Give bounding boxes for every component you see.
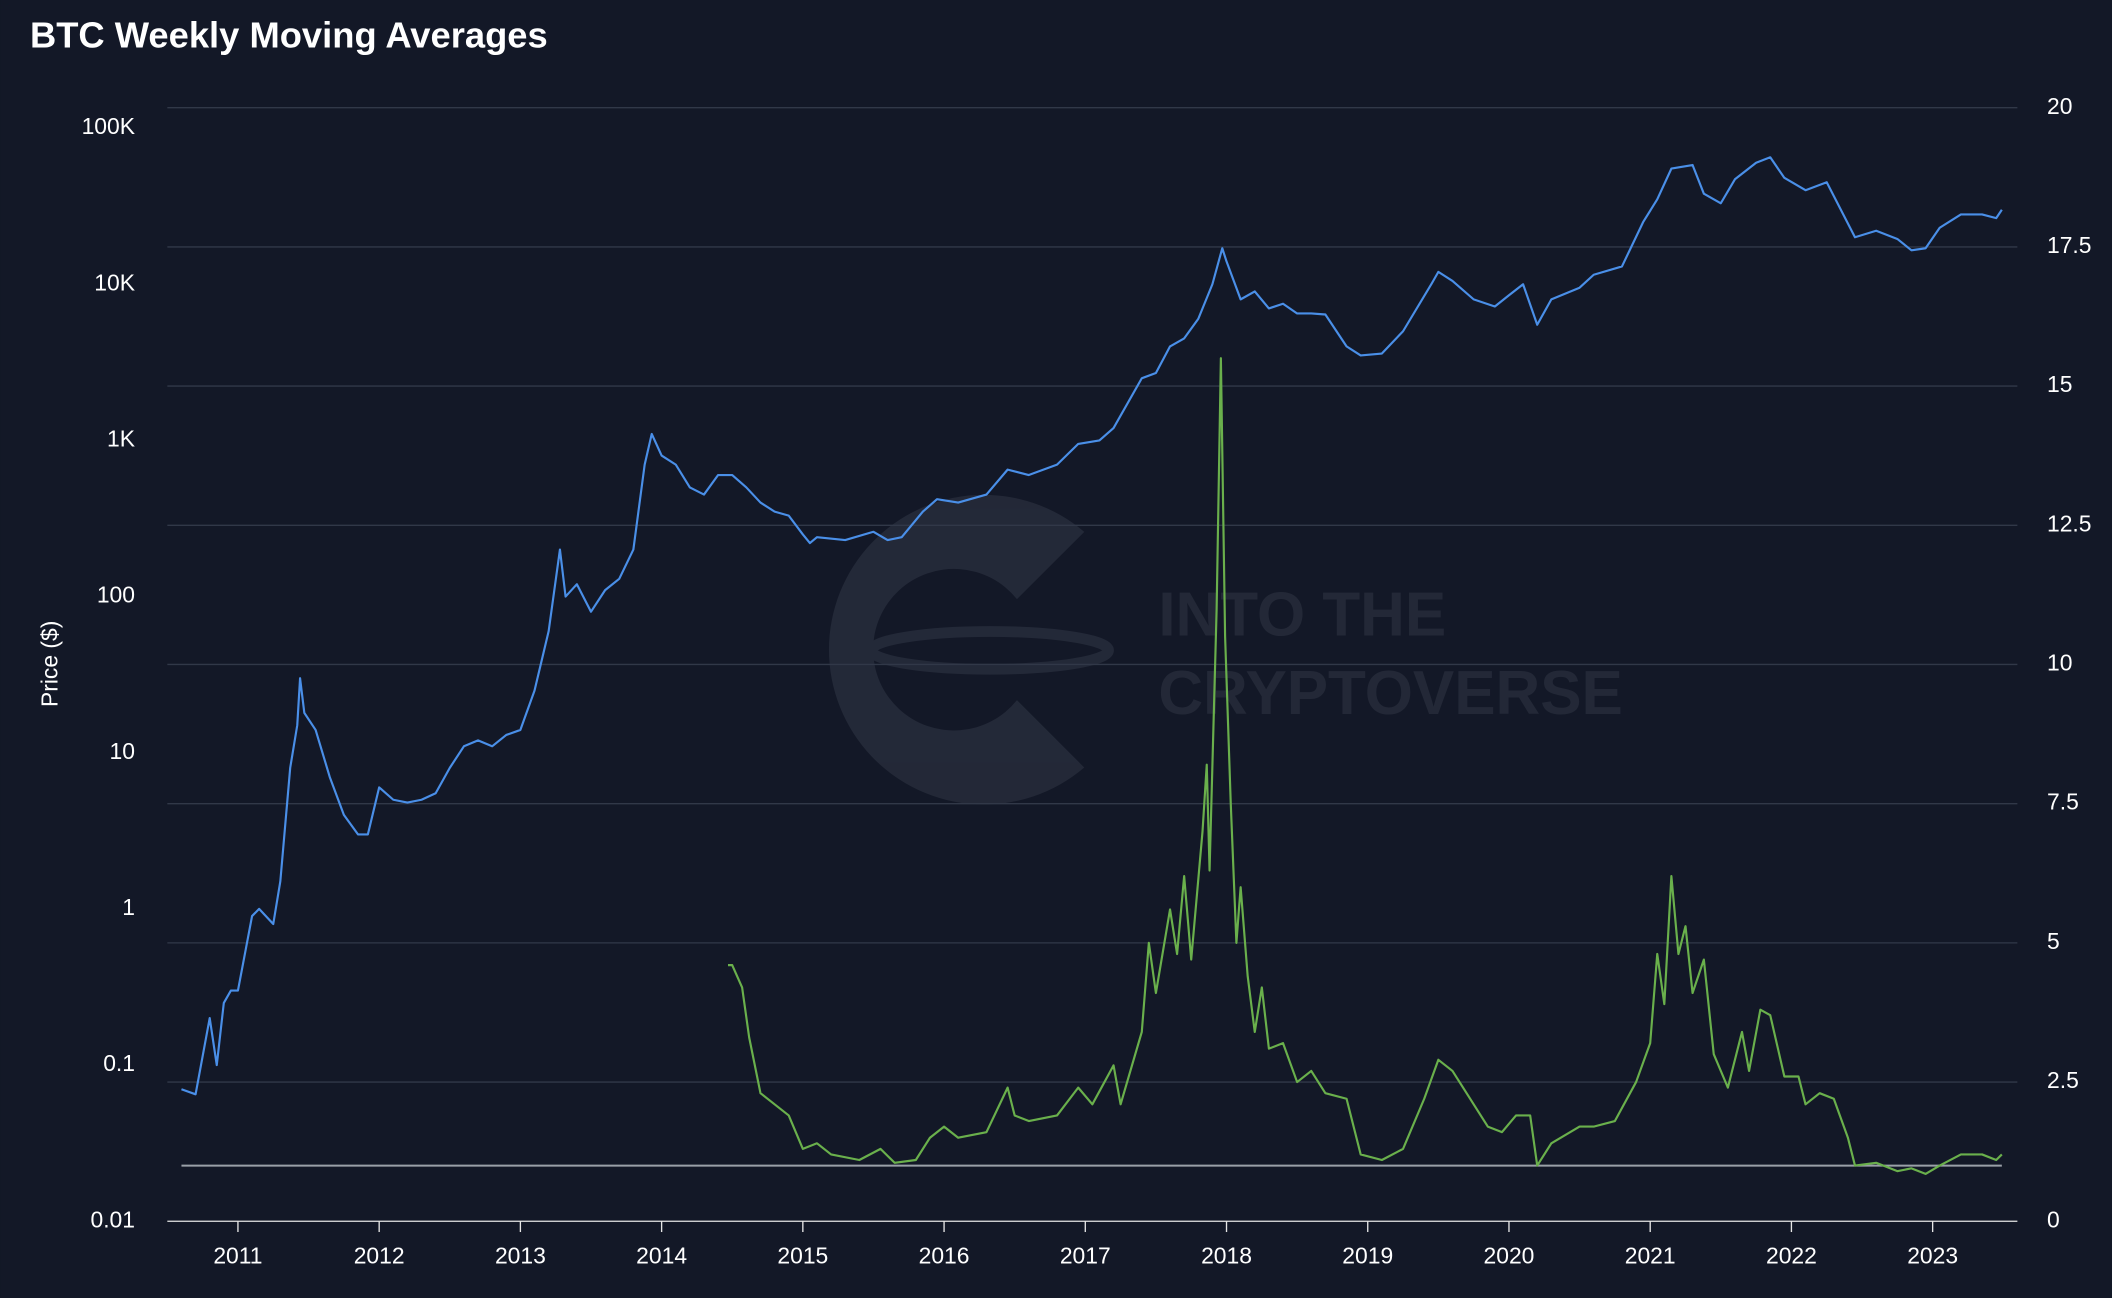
y-tick-label: 100K (82, 113, 135, 139)
y-tick-label: 0.01 (90, 1206, 135, 1232)
chart-title: BTC Weekly Moving Averages (30, 14, 548, 55)
series-line (181, 156, 2003, 1096)
y2-tick-label: 15 (2047, 371, 2072, 397)
y2-tick-label: 12.5 (2047, 510, 2092, 536)
x-tick-label: 2023 (1907, 1243, 1958, 1269)
y2-tick-label: 17.5 (2047, 232, 2092, 258)
y2-tick-label: 0 (2047, 1206, 2060, 1232)
x-tick-label: 2019 (1342, 1243, 1393, 1269)
y2-tick-label: 10 (2047, 650, 2072, 676)
x-tick-label: 2012 (354, 1243, 405, 1269)
y-axis-title: Price ($) (37, 621, 63, 707)
x-tick-label: 2013 (495, 1243, 546, 1269)
x-tick-label: 2014 (636, 1243, 687, 1269)
y-tick-label: 1K (107, 425, 135, 451)
y2-tick-label: 20 (2047, 93, 2072, 119)
x-tick-label: 2016 (919, 1243, 970, 1269)
y-tick-label: 1 (122, 894, 135, 920)
y-tick-label: 10K (94, 269, 135, 295)
x-tick-label: 2018 (1201, 1243, 1252, 1269)
watermark-text: INTO THE (1158, 581, 1446, 650)
y2-tick-label: 2.5 (2047, 1067, 2079, 1093)
x-tick-label: 2020 (1484, 1243, 1535, 1269)
x-tick-label: 2017 (1060, 1243, 1111, 1269)
x-tick-label: 2022 (1766, 1243, 1817, 1269)
x-tick-label: 2011 (213, 1243, 262, 1269)
watermark-logo (828, 494, 1114, 805)
y-tick-label: 0.1 (103, 1050, 135, 1076)
y-tick-label: 100 (97, 582, 135, 608)
y2-tick-label: 5 (2047, 928, 2060, 954)
series-line (727, 357, 2003, 1175)
x-tick-label: 2015 (777, 1243, 828, 1269)
y2-tick-label: 7.5 (2047, 789, 2079, 815)
y-tick-label: 10 (110, 738, 135, 764)
x-tick-label: 2021 (1625, 1243, 1676, 1269)
watermark-text: CRYPTOVERSE (1158, 659, 1623, 728)
